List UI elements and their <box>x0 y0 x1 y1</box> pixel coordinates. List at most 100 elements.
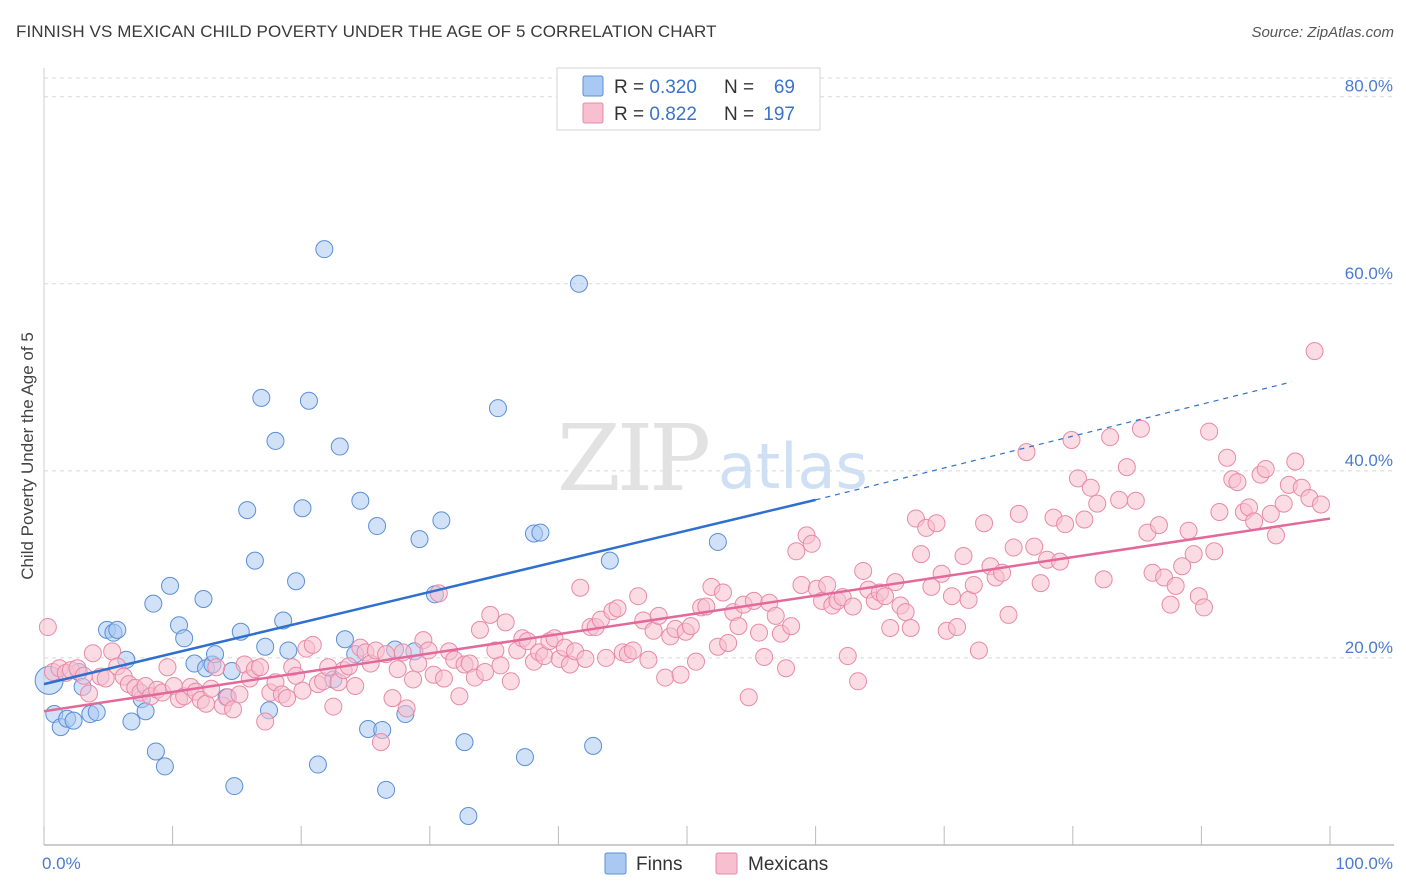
finns-point <box>377 780 396 799</box>
finns-point <box>64 711 83 730</box>
mexicans-point <box>535 647 554 666</box>
finns-point <box>108 620 127 639</box>
mexicans-point <box>207 658 226 677</box>
mexicans-point <box>818 575 837 594</box>
finns-point <box>600 551 619 570</box>
mexicans-point <box>782 617 801 636</box>
chart-title: FINNISH VS MEXICAN CHILD POVERTY UNDER T… <box>16 22 717 41</box>
series-legend: Finns Mexicans <box>604 852 828 875</box>
mexicans-point <box>969 641 988 660</box>
finns-point <box>368 517 387 536</box>
mexicans-point <box>1126 491 1145 510</box>
trend-lines <box>43 381 1331 713</box>
mexicans-point <box>419 641 438 660</box>
mexicans-point <box>397 699 416 718</box>
finns-point <box>266 431 285 450</box>
mexicans-point <box>481 605 500 624</box>
mexicans-point <box>802 534 821 553</box>
y-axis-label: Child Poverty Under the Age of 5 <box>18 332 37 580</box>
mexicans-r-value: 0.822 <box>649 104 697 125</box>
stats-legend: R = 0.320 N = 69 R = 0.822 N = 197 <box>556 67 821 131</box>
mexicans-point <box>714 583 733 602</box>
mexicans-point <box>1088 494 1107 513</box>
y-tick-label: 40.0% <box>1345 451 1393 470</box>
mexicans-point <box>656 668 675 687</box>
mexicans-point <box>83 644 102 663</box>
x-tick-label: 100.0% <box>1335 854 1393 873</box>
mexicans-point <box>324 697 343 716</box>
finns-point <box>569 274 588 293</box>
finns-point <box>287 572 306 591</box>
finns-point <box>299 391 318 410</box>
grid-lines <box>44 77 1394 659</box>
mexicans-point <box>287 666 306 685</box>
mexicans-point <box>1261 504 1280 523</box>
finns-point <box>308 755 327 774</box>
mexicans-point <box>671 665 690 684</box>
finns-r-value: 0.320 <box>649 77 697 98</box>
finns-point <box>708 532 727 551</box>
finns-point <box>293 499 312 518</box>
axes <box>43 68 1394 846</box>
mexicans-point <box>975 514 994 533</box>
mexicans-point <box>629 587 648 606</box>
mexicans-point <box>849 672 868 691</box>
finns-point <box>136 702 155 721</box>
mexicans-point <box>1031 574 1050 593</box>
mexicans-r-label: R = <box>614 104 649 125</box>
mexicans-point <box>470 620 489 639</box>
y-tick-labels: 20.0% 40.0% 60.0% 80.0% <box>1345 77 1393 657</box>
mexicans-point <box>1245 512 1264 531</box>
mexicans-point <box>80 684 99 703</box>
finns-point <box>146 742 165 761</box>
mexicans-point <box>1166 576 1185 595</box>
mexicans-point <box>383 689 402 708</box>
mexicans-point <box>303 635 322 654</box>
mexicans-point <box>1004 538 1023 557</box>
mexicans-point <box>434 669 453 688</box>
mexicans-swatch <box>582 102 604 124</box>
mexicans-point <box>450 687 469 706</box>
x-tick-label: 0.0% <box>42 854 81 873</box>
mexicans-point <box>777 659 796 678</box>
legend-mexicans-label: Mexicans <box>748 854 828 875</box>
mexicans-point <box>792 575 811 594</box>
finns-n-value: 69 <box>774 77 795 98</box>
finns-point <box>175 629 194 648</box>
finns-point <box>330 437 349 456</box>
mexicans-point <box>838 647 857 666</box>
mexicans-point <box>901 618 920 637</box>
stats-legend-row-mexicans: R = 0.822 N = 197 <box>582 102 795 125</box>
mexicans-point <box>224 700 243 719</box>
mexicans-point <box>932 564 951 583</box>
mexicans-point <box>1228 473 1247 492</box>
chart-source: Source: ZipAtlas.com <box>1251 24 1394 41</box>
mexicans-point <box>1149 516 1168 535</box>
legend-finns-label: Finns <box>636 854 682 875</box>
finns-points <box>34 240 727 826</box>
mexicans-point <box>576 649 595 668</box>
finns-point <box>161 576 180 595</box>
mexicans-point <box>959 590 978 609</box>
mexicans-point <box>854 561 873 580</box>
stats-legend-row-finns: R = 0.320 N = 69 <box>582 75 795 98</box>
finns-point <box>455 733 474 752</box>
mexicans-point <box>719 633 738 652</box>
mexicans-point <box>1025 537 1044 556</box>
finns-point <box>410 530 429 549</box>
mexicans-point <box>876 587 895 606</box>
svg-text:R = 0.822: R = 0.822 <box>614 104 697 125</box>
mexicans-point <box>948 618 967 637</box>
finns-point <box>256 637 275 656</box>
mexicans-point <box>687 652 706 671</box>
mexicans-point <box>1218 448 1237 467</box>
mexicans-point <box>1117 458 1136 477</box>
mexicans-point <box>346 676 365 695</box>
finns-trend-line <box>43 498 816 686</box>
mexicans-point <box>1081 478 1100 497</box>
finns-point <box>584 736 603 755</box>
watermark-zip: ZIP <box>557 405 708 512</box>
mexicans-point <box>766 606 785 625</box>
mexicans-point <box>787 542 806 561</box>
